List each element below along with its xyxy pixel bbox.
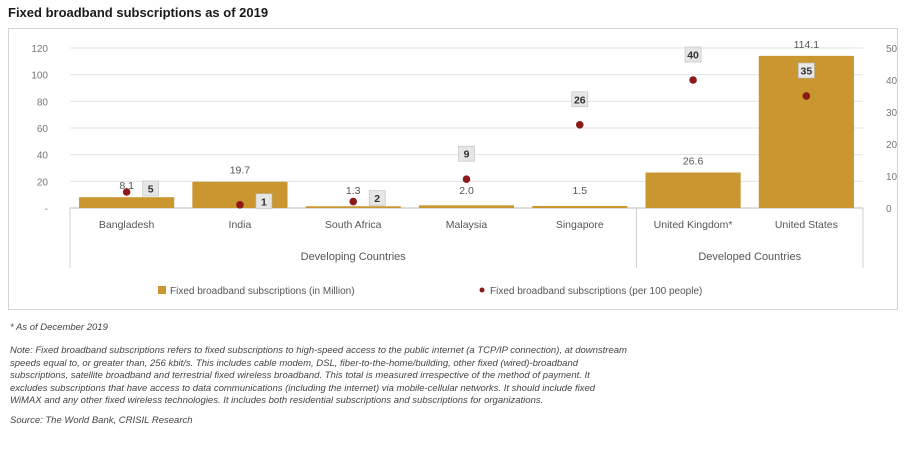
category-label: United Kingdom*: [654, 219, 733, 231]
marker-value-label: 9: [464, 149, 470, 161]
bar: [758, 55, 854, 208]
note-line: Note: Fixed broadband subscriptions refe…: [10, 345, 627, 356]
marker-point: [349, 197, 358, 206]
y-right-tick-label: 0: [886, 204, 892, 215]
y-right-tick-label: 10: [886, 172, 898, 183]
y-right-tick-label: 20: [886, 140, 898, 151]
category-label: South Africa: [325, 219, 382, 231]
marker-point: [689, 76, 697, 84]
chart-svg: - 20 40 60 80 100 120 0 10 20 30 40 50 8.1 5 Bangladesh…: [31, 39, 898, 297]
marker-point: [236, 201, 244, 209]
category-label: India: [229, 219, 252, 231]
y-right-tick-label: 30: [886, 108, 898, 119]
group-label: Developing Countries: [301, 251, 407, 263]
chart-title: Fixed broadband subscriptions as of 2019: [8, 5, 269, 20]
category-label: Singapore: [556, 219, 604, 231]
y-right-tick-label: 50: [886, 44, 898, 55]
marker-label-box: [684, 46, 702, 63]
category-label: United States: [775, 219, 838, 231]
marker-label-box: [571, 91, 589, 108]
bar-value-label: 2.0: [459, 185, 474, 197]
category-label: Malaysia: [446, 219, 488, 231]
marker-label-box: [368, 190, 386, 206]
bar-value-label: 1.3: [346, 185, 361, 197]
note-line: WiMAX and any other fixed wireless techn…: [10, 395, 544, 406]
bar: [79, 197, 175, 208]
legend-label: Fixed broadband subscriptions (in Millio…: [170, 286, 355, 297]
marker-value-label: 40: [687, 50, 699, 62]
y-left-tick-label: 40: [37, 151, 49, 162]
y-left-tick-label: 60: [37, 124, 49, 135]
y-left-tick-label: 120: [31, 44, 48, 55]
legend-swatch-bar: [158, 286, 166, 294]
y-left-tick-label: -: [45, 204, 48, 215]
note-line: excludes subscriptions that have access …: [10, 382, 596, 394]
bar: [305, 206, 401, 208]
y-left-tick-label: 100: [31, 71, 48, 82]
y-right-tick-label: 40: [886, 76, 898, 87]
bar: [645, 172, 741, 208]
marker-value-label: 35: [801, 66, 813, 78]
chart-frame: [8, 28, 898, 310]
category-label: Bangladesh: [99, 219, 155, 231]
legend-label: Fixed broadband subscriptions (per 100 p…: [490, 286, 702, 297]
bar: [532, 206, 628, 208]
bar-value-label: 114.1: [794, 39, 820, 51]
bar-value-label: 1.5: [572, 185, 587, 197]
source-footnote: Source: The World Bank, CRISIL Research: [10, 415, 193, 426]
marker-label-box: [798, 62, 815, 79]
marker-value-label: 26: [574, 94, 586, 106]
y-left-tick-label: 20: [37, 177, 49, 188]
marker-label-box: [142, 180, 159, 197]
note-footnote: Note: Fixed broadband subscriptions refe…: [10, 345, 900, 408]
marker-value-label: 1: [261, 196, 267, 208]
note-line: subscriptions, satellite broadband and t…: [10, 370, 590, 381]
marker-label-box: [255, 193, 273, 210]
y-left-tick-label: 80: [37, 97, 49, 108]
as-of-footnote: * As of December 2019: [10, 322, 108, 333]
marker-value-label: 2: [374, 193, 380, 205]
marker-label-box: [458, 145, 475, 162]
marker-value-label: 5: [148, 184, 154, 196]
bar-value-label: 19.7: [230, 165, 251, 177]
group-label: Developed Countries: [698, 251, 801, 263]
bar-value-label: 26.6: [683, 156, 704, 168]
marker-point: [122, 188, 131, 196]
note-line: speeds equal to, or greater than, 256 kb…: [10, 357, 579, 369]
marker-point: [575, 121, 584, 129]
marker-point: [802, 92, 811, 100]
bar: [418, 205, 515, 208]
legend-swatch-marker: [479, 287, 485, 293]
marker-point: [462, 175, 471, 183]
bar-value-label: 8.1: [119, 180, 134, 192]
